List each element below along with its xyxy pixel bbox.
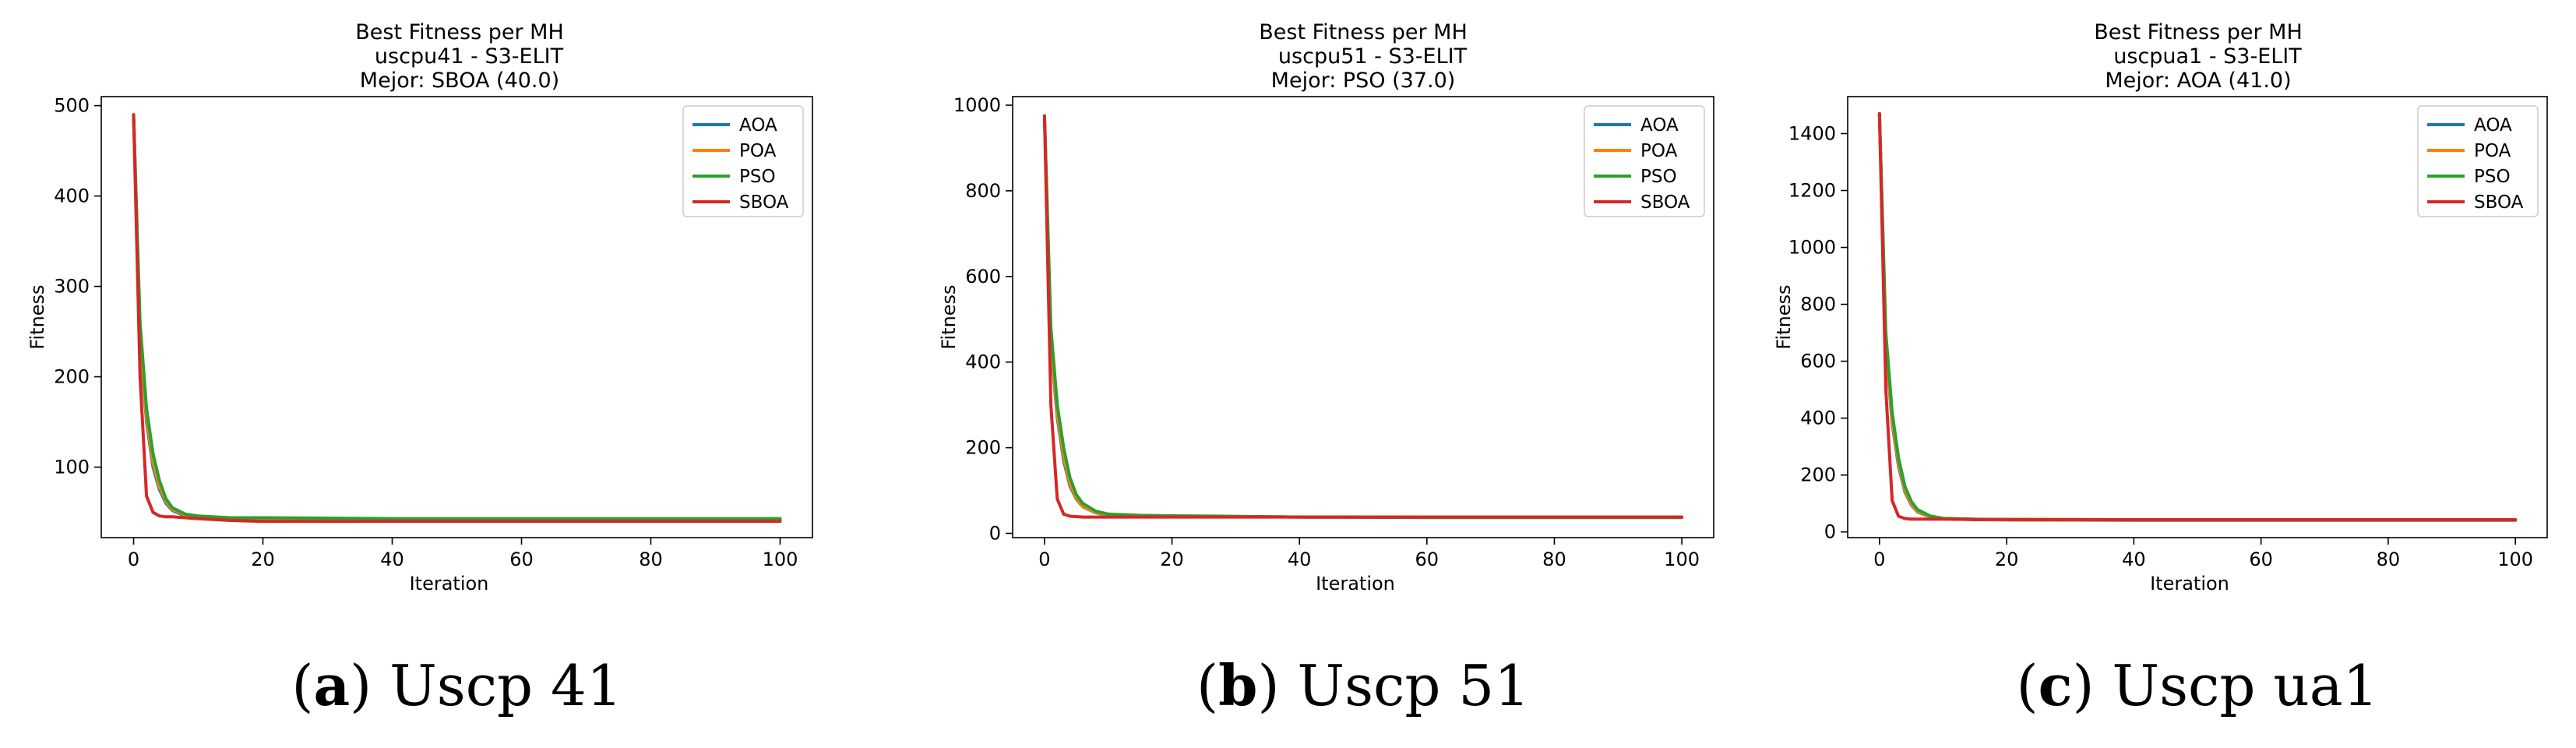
chart-subtitle: uscpu51 - S3-ELIT [1278, 44, 1468, 69]
x-axis-label: Iteration [2150, 573, 2229, 595]
y-tick-label: 200 [1800, 464, 1836, 486]
y-tick-label: 200 [54, 366, 90, 388]
chart-title: Best Fitness per MH [1259, 20, 1468, 44]
legend-label-aoa: AOA [739, 115, 777, 136]
x-tick-label: 100 [763, 549, 798, 570]
x-tick-label: 60 [1415, 549, 1440, 570]
series-line-sboa [1042, 114, 1684, 519]
y-tick-label: 800 [1800, 294, 1836, 316]
plot-frame [100, 96, 813, 538]
legend-frame [682, 105, 804, 217]
legend: AOA POA PSO SBOA [1584, 105, 1705, 217]
chart-best-label: Mejor: PSO (37.0) [1271, 69, 1456, 93]
y-tick-label: 600 [965, 266, 1001, 288]
legend-label-aoa: AOA [1640, 115, 1679, 136]
subfigure-caption: (b) Uscp 51 [1196, 652, 1530, 718]
chart-subtitle: uscpua1 - S3-ELIT [2113, 44, 2302, 69]
y-tick-label: 500 [54, 95, 90, 117]
chart-best-label: Mejor: AOA (41.0) [2105, 69, 2291, 93]
x-tick-label: 60 [509, 549, 534, 570]
chart-best-label: Mejor: SBOA (40.0) [360, 69, 559, 93]
y-axis-label: Fitness [1773, 284, 1795, 349]
legend: AOA POA PSO SBOA [2417, 105, 2539, 217]
chart-title: Best Fitness per MH [2094, 20, 2303, 44]
x-tick-label: 0 [128, 549, 139, 570]
legend-label-sboa: SBOA [739, 192, 789, 213]
legend-label-poa: POA [1640, 141, 1678, 161]
y-tick-label: 200 [965, 437, 1001, 459]
legend: AOA POA PSO SBOA [682, 105, 804, 217]
x-tick-label: 80 [2377, 549, 2401, 570]
x-tick-label: 20 [1160, 549, 1184, 570]
y-tick-label: 300 [54, 276, 90, 298]
legend-label-sboa: SBOA [2474, 192, 2524, 213]
x-tick-label: 100 [2497, 549, 2533, 570]
series-line-sboa [132, 113, 782, 524]
x-tick-label: 100 [1664, 549, 1700, 570]
series-lines [1877, 111, 2518, 522]
x-tick-label: 0 [1873, 549, 1885, 570]
chart-title: Best Fitness per MH [355, 20, 564, 44]
y-tick-label: 400 [1800, 408, 1836, 429]
x-tick-label: 80 [1542, 549, 1566, 570]
y-tick-label: 1400 [1788, 122, 1836, 144]
chart-subtitle: uscpu41 - S3-ELIT [375, 44, 564, 69]
x-tick-label: 20 [1995, 549, 2019, 570]
legend-label-poa: POA [739, 141, 777, 161]
series-line-sboa [1877, 111, 2518, 521]
y-axis-label: Fitness [26, 284, 48, 349]
y-tick-label: 800 [965, 180, 1001, 202]
legend-frame [1584, 105, 1705, 217]
x-axis-label: Iteration [1316, 573, 1395, 595]
x-tick-label: 40 [2122, 549, 2146, 570]
y-tick-label: 0 [1824, 521, 1836, 543]
x-tick-label: 60 [2249, 549, 2273, 570]
legend-label-sboa: SBOA [1640, 192, 1690, 213]
y-tick-label: 100 [54, 457, 90, 478]
subfigure-caption: (c) Uscp ua1 [2017, 652, 2379, 718]
x-tick-label: 40 [380, 549, 404, 570]
legend-label-pso: PSO [1640, 167, 1677, 187]
plot-frame [1847, 96, 2548, 538]
legend-frame [2417, 105, 2539, 217]
series-lines [1042, 114, 1684, 520]
x-axis-label: Iteration [410, 573, 489, 595]
legend-label-aoa: AOA [2474, 115, 2512, 136]
series-line-pso [132, 113, 782, 520]
y-tick-label: 1000 [953, 94, 1001, 116]
y-tick-label: 400 [965, 351, 1001, 373]
x-tick-label: 80 [639, 549, 663, 570]
y-tick-label: 1200 [1788, 180, 1836, 202]
legend-label-pso: PSO [739, 167, 776, 187]
legend-label-pso: PSO [2474, 167, 2511, 187]
y-tick-label: 1000 [1788, 237, 1836, 259]
subfigure-caption: (a) Uscp 41 [291, 652, 622, 718]
x-tick-label: 0 [1038, 549, 1050, 570]
legend-label-poa: POA [2474, 141, 2511, 161]
y-tick-label: 0 [989, 523, 1001, 545]
series-lines [132, 113, 782, 524]
plot-frame [1012, 96, 1714, 538]
y-tick-label: 600 [1800, 351, 1836, 372]
x-tick-label: 20 [251, 549, 275, 570]
y-axis-label: Fitness [938, 284, 960, 349]
x-tick-label: 40 [1288, 549, 1312, 570]
y-tick-label: 400 [54, 185, 90, 207]
